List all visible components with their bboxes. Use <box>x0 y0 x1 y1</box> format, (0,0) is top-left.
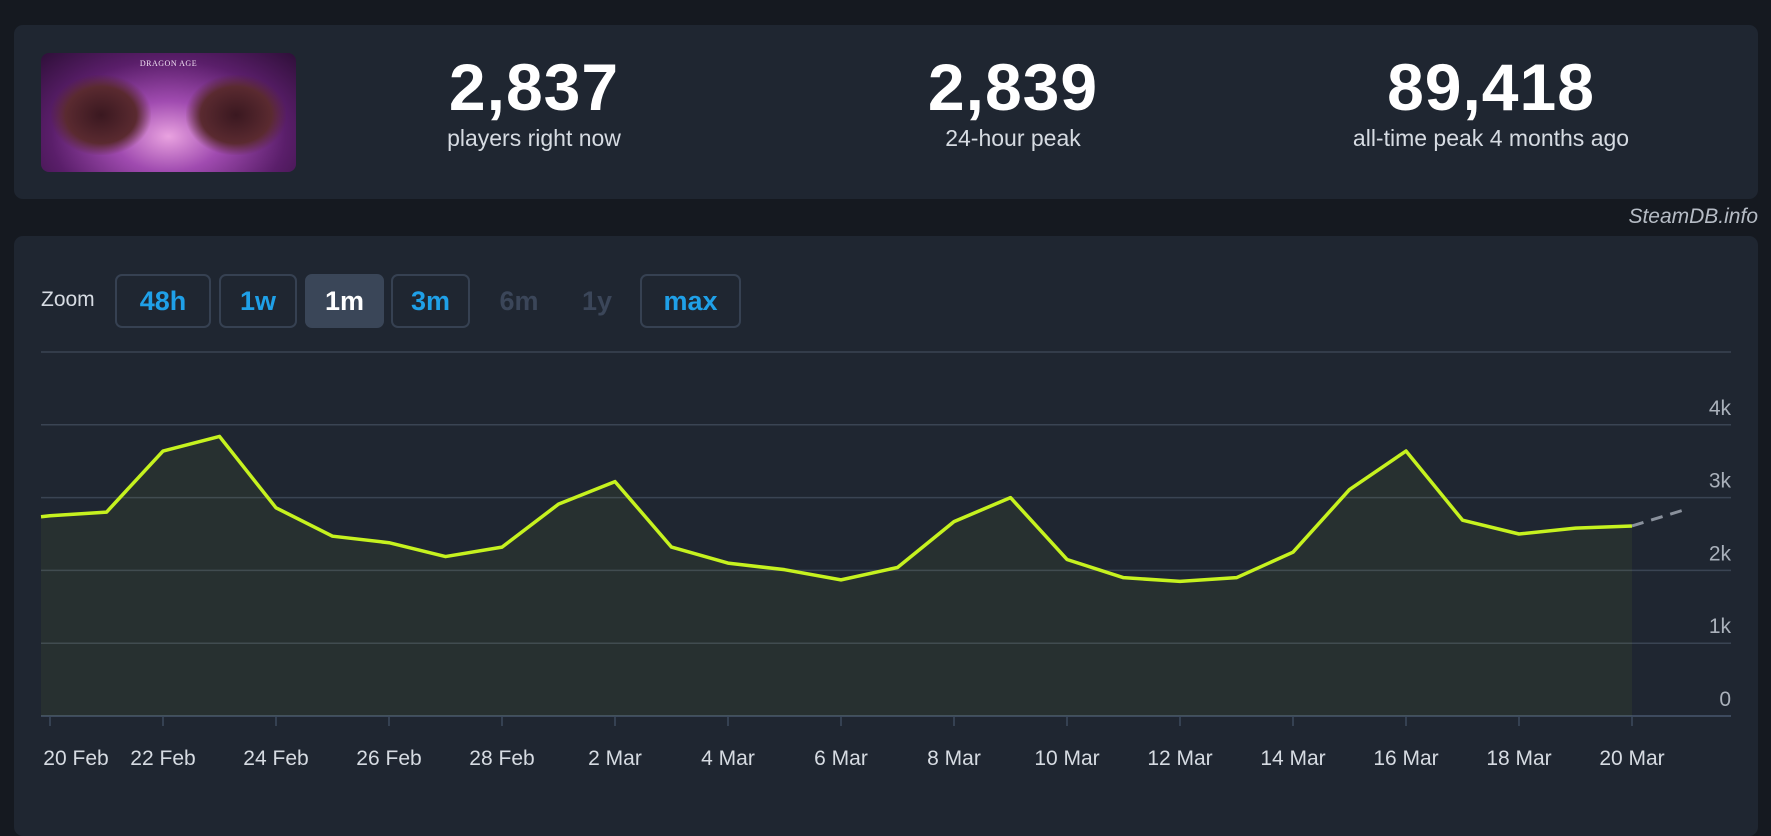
x-tick-label: 28 Feb <box>469 747 534 770</box>
x-tick-label: 4 Mar <box>701 747 755 770</box>
x-tick-label: 2 Mar <box>588 747 642 770</box>
x-tick-label: 8 Mar <box>927 747 981 770</box>
x-tick-label: 26 Feb <box>356 747 421 770</box>
x-tick-label: 24 Feb <box>243 747 308 770</box>
x-tick-label: 20 Feb <box>43 747 108 770</box>
x-tick-label: 10 Mar <box>1034 747 1099 770</box>
x-tick-label: 6 Mar <box>814 747 868 770</box>
series-area <box>41 436 1632 716</box>
x-tick-label: 22 Feb <box>130 747 195 770</box>
x-tick-label: 20 Mar <box>1599 747 1664 770</box>
x-tick-label: 16 Mar <box>1373 747 1438 770</box>
player-count-chart[interactable]: 0 1k 2k 3k 4k 20 Feb 22 Feb 24 Feb 26 Feb 28 Feb 2… <box>0 0 1771 810</box>
projection-line <box>1632 509 1689 526</box>
x-tick-label: 14 Mar <box>1260 747 1325 770</box>
y-tick-label: 2k <box>1709 542 1732 565</box>
y-tick-label: 0 <box>1719 688 1731 711</box>
y-tick-label: 3k <box>1709 470 1732 493</box>
y-tick-label: 4k <box>1709 397 1732 420</box>
x-tick-label: 12 Mar <box>1147 747 1212 770</box>
y-tick-label: 1k <box>1709 615 1732 638</box>
x-tick-label: 18 Mar <box>1486 747 1551 770</box>
